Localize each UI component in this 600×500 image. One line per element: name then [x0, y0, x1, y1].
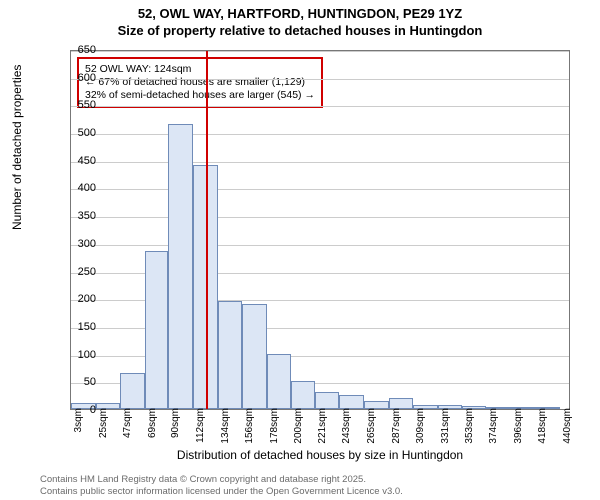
- histogram-bar: [145, 251, 168, 409]
- x-tick-label: 374sqm: [488, 408, 499, 448]
- y-tick-label: 550: [56, 99, 96, 111]
- x-tick-label: 90sqm: [170, 408, 181, 448]
- y-axis-label: Number of detached properties: [10, 65, 24, 230]
- grid-line: [71, 134, 569, 135]
- x-tick-label: 243sqm: [341, 408, 352, 448]
- histogram-bar: [193, 165, 218, 409]
- x-tick-label: 265sqm: [366, 408, 377, 448]
- grid-line: [71, 189, 569, 190]
- y-tick-label: 500: [56, 127, 96, 139]
- grid-line: [71, 79, 569, 80]
- y-tick-label: 450: [56, 155, 96, 167]
- y-tick-label: 400: [56, 182, 96, 194]
- x-tick-label: 178sqm: [269, 408, 280, 448]
- footer-line-2: Contains public sector information licen…: [40, 486, 403, 497]
- x-tick-label: 418sqm: [537, 408, 548, 448]
- footer-line-1: Contains HM Land Registry data © Crown c…: [40, 474, 403, 485]
- x-tick-label: 156sqm: [244, 408, 255, 448]
- histogram-bar: [168, 124, 193, 409]
- grid-line: [71, 245, 569, 246]
- x-tick-label: 353sqm: [464, 408, 475, 448]
- y-tick-label: 200: [56, 293, 96, 305]
- y-tick-label: 250: [56, 266, 96, 278]
- x-tick-label: 309sqm: [415, 408, 426, 448]
- property-marker-line: [206, 51, 208, 409]
- annotation-line-1: 52 OWL WAY: 124sqm: [85, 63, 315, 76]
- histogram-bar: [242, 304, 267, 409]
- x-tick-label: 112sqm: [195, 408, 206, 448]
- title-line-2: Size of property relative to detached ho…: [0, 23, 600, 38]
- x-tick-label: 25sqm: [98, 408, 109, 448]
- chart-title-block: 52, OWL WAY, HARTFORD, HUNTINGDON, PE29 …: [0, 0, 600, 38]
- y-tick-label: 600: [56, 72, 96, 84]
- footer-attribution: Contains HM Land Registry data © Crown c…: [40, 474, 403, 497]
- x-tick-label: 3sqm: [73, 408, 84, 448]
- x-tick-label: 396sqm: [513, 408, 524, 448]
- x-tick-label: 47sqm: [122, 408, 133, 448]
- annotation-line-3: 32% of semi-detached houses are larger (…: [85, 89, 315, 102]
- histogram-bar: [291, 381, 314, 409]
- x-tick-label: 200sqm: [293, 408, 304, 448]
- grid-line: [71, 106, 569, 107]
- y-tick-label: 650: [56, 44, 96, 56]
- y-tick-label: 300: [56, 238, 96, 250]
- annotation-box: 52 OWL WAY: 124sqm ← 67% of detached hou…: [77, 57, 323, 108]
- x-tick-label: 440sqm: [562, 408, 573, 448]
- histogram-bar: [218, 301, 243, 409]
- y-tick-label: 150: [56, 321, 96, 333]
- grid-line: [71, 162, 569, 163]
- y-tick-label: 100: [56, 349, 96, 361]
- x-tick-label: 287sqm: [391, 408, 402, 448]
- x-axis-label: Distribution of detached houses by size …: [70, 448, 570, 462]
- x-tick-label: 134sqm: [220, 408, 231, 448]
- histogram-bar: [120, 373, 145, 409]
- histogram-plot-area: 52 OWL WAY: 124sqm ← 67% of detached hou…: [70, 50, 570, 410]
- grid-line: [71, 51, 569, 52]
- histogram-bar: [267, 354, 292, 409]
- x-tick-label: 221sqm: [317, 408, 328, 448]
- histogram-bar: [315, 392, 340, 409]
- y-tick-label: 350: [56, 210, 96, 222]
- x-tick-label: 69sqm: [147, 408, 158, 448]
- histogram-bar: [339, 395, 364, 409]
- grid-line: [71, 217, 569, 218]
- x-tick-label: 331sqm: [440, 408, 451, 448]
- title-line-1: 52, OWL WAY, HARTFORD, HUNTINGDON, PE29 …: [0, 6, 600, 21]
- y-tick-label: 50: [56, 376, 96, 388]
